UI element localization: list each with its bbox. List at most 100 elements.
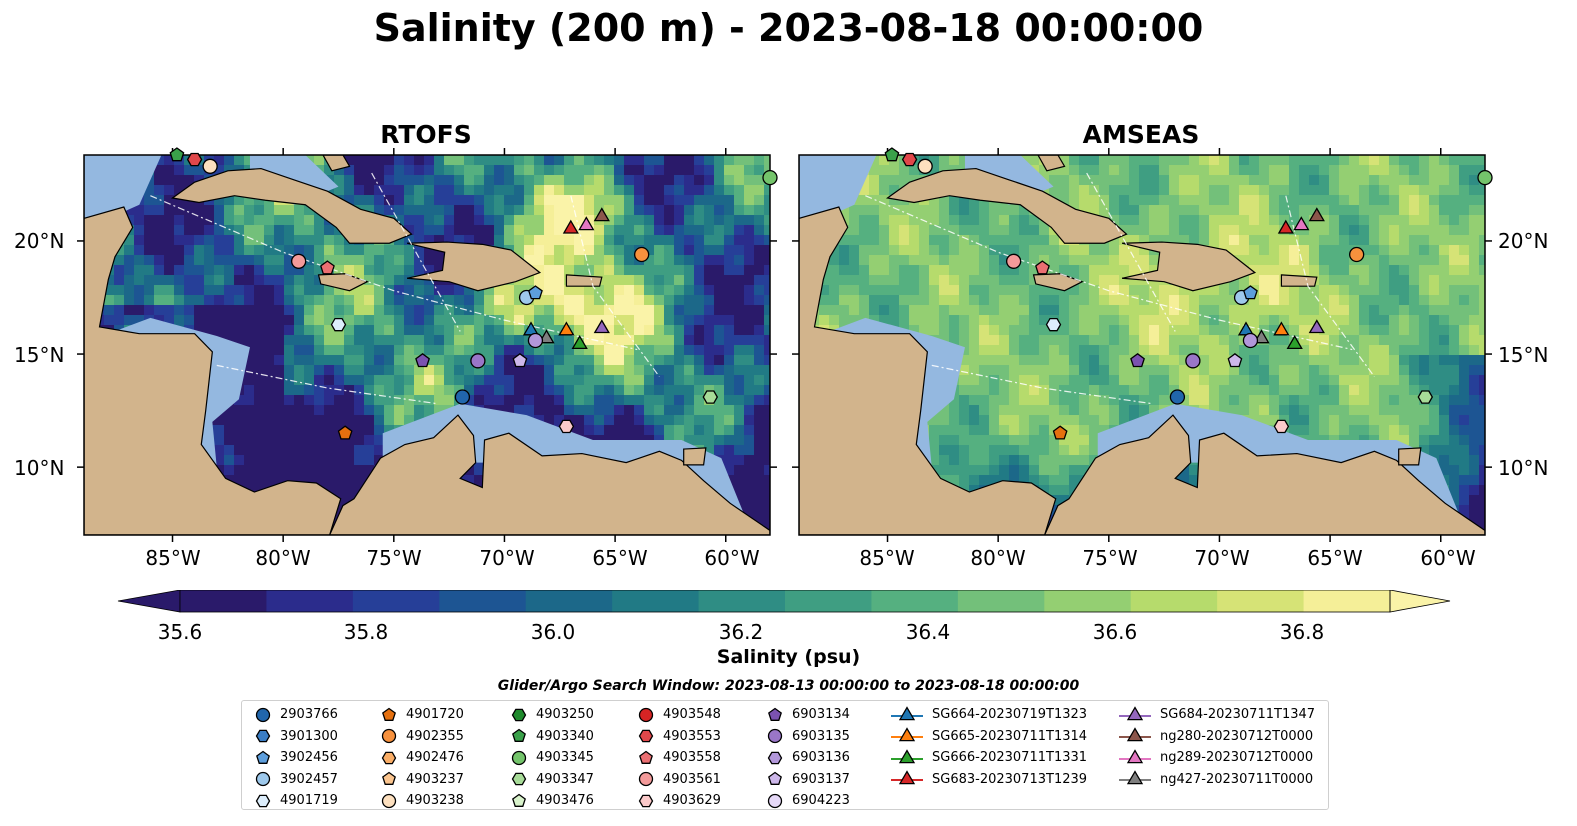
legend-item-4901720: 4901720: [380, 705, 464, 725]
map-panel-rtofs: [77, 147, 778, 542]
obs-marker-2903766-rtofs: [454, 389, 471, 405]
obs-marker-4903347-amseas: [1417, 390, 1434, 404]
legend-marker-icon: [381, 751, 397, 764]
obs-marker-4902355-rtofs: [634, 246, 650, 263]
legend-circle-icon: [638, 771, 654, 787]
legend-marker-icon: [768, 771, 782, 785]
colorbar-segment: [1303, 590, 1391, 612]
legend-marker-icon: [638, 771, 654, 787]
obs-marker-4901719-amseas: [1045, 317, 1062, 332]
colorbar: [117, 590, 1451, 613]
legend-label: 6903134: [792, 707, 850, 722]
colorbar-segment: [1044, 590, 1132, 612]
legend-pentagon-icon: [382, 707, 396, 721]
legend-triangle-icon: [898, 727, 916, 742]
legend-label: 3902457: [280, 771, 338, 787]
legend-pentagon-icon: [256, 750, 270, 764]
obs-marker-SG666-20230711T1331-rtofs: [571, 335, 588, 350]
legend-item-SG684-20230711T1347: SG684-20230711T1347: [1118, 705, 1315, 725]
legend-item-ng427-20230711T0000: ng427-20230711T0000: [1118, 770, 1313, 790]
legend-item-4903548: 4903548: [637, 705, 721, 725]
legend-marker-icon: [638, 794, 654, 807]
legend-marker-icon: [255, 794, 271, 807]
obs-marker-4903340-rtofs: [169, 147, 185, 162]
map-panels: [77, 147, 1493, 542]
lat-label-10n-left: 10°N: [14, 456, 65, 480]
legend-label: 4903340: [536, 728, 594, 744]
legend-item-4903629: 4903629: [637, 791, 721, 811]
legend-marker-icon: [1119, 748, 1151, 763]
legend-item-SG664-20230719T1323: SG664-20230719T1323: [890, 705, 1087, 725]
legend-label: 6903136: [792, 750, 850, 765]
legend-triangle-icon: [1126, 770, 1144, 785]
legend-label: 6904223: [792, 793, 850, 808]
legend-triangle-icon: [1126, 727, 1144, 742]
colorbar-tick-36-0: 36.0: [530, 620, 576, 644]
legend-item-SG666-20230711T1331: SG666-20230711T1331: [890, 748, 1087, 768]
legend-label: 4903548: [663, 707, 721, 722]
obs-marker-4903340-amseas: [884, 147, 900, 162]
legend-marker-icon: [891, 748, 923, 763]
obs-marker-SG684-20230711T1347-rtofs: [593, 319, 610, 334]
legend-label: 3902456: [280, 750, 338, 765]
colorbar-segment: [612, 590, 700, 612]
obs-marker-6903137-amseas: [1227, 352, 1243, 368]
obs-marker-6903135-amseas: [1185, 353, 1201, 369]
obs-marker-4901720-amseas: [1052, 425, 1068, 440]
legend-item-4903558: 4903558: [637, 748, 721, 768]
obs-marker-ng280-20230712T0000-amseas: [1308, 207, 1325, 222]
legend-marker-icon: [767, 793, 783, 808]
colorbar-segment: [352, 590, 440, 612]
legend-item-3902457: 3902457: [254, 770, 338, 790]
legend-item-ng280-20230712T0000: ng280-20230712T0000: [1118, 727, 1313, 747]
legend-pentagon-icon: [512, 793, 526, 807]
lon-label-75w-rtofs: 75°W: [366, 546, 422, 570]
map-panel-amseas: [792, 147, 1493, 542]
obs-marker-4903629-amseas: [1273, 419, 1290, 434]
lon-label-80w-amseas: 80°W: [970, 546, 1026, 570]
colorbar-tick-36-8: 36.8: [1279, 620, 1325, 644]
legend-marker-icon: [768, 707, 782, 721]
colorbar-tick-36-6: 36.6: [1092, 620, 1138, 644]
obs-marker-4903553-rtofs: [186, 152, 203, 167]
legend-marker-icon: [638, 707, 654, 722]
legend-marker-icon: [511, 750, 527, 765]
legend-triangle-icon: [1126, 705, 1144, 720]
lon-label-70w-amseas: 70°W: [1194, 546, 1250, 570]
lat-label-15n-left: 15°N: [14, 343, 65, 367]
lat-label-20n-right: 20°N: [1498, 229, 1549, 253]
legend-marker-icon: [891, 705, 923, 720]
obs-marker-6903136-rtofs: [527, 332, 544, 349]
colorbar-segment: [439, 590, 527, 612]
obs-marker-4903238-amseas: [917, 158, 933, 174]
obs-marker-4901719-rtofs: [330, 317, 347, 332]
obs-marker-ng289-20230712T0000-rtofs: [578, 216, 595, 231]
legend-label: 4901719: [280, 793, 338, 808]
legend-marker-icon: [1119, 705, 1151, 720]
legend-label: 4903561: [663, 771, 721, 787]
legend-label: ng289-20230712T0000: [1160, 750, 1314, 765]
legend-item-SG683-20230713T1239: SG683-20230713T1239: [890, 770, 1087, 790]
legend-title: Glider/Argo Search Window: 2023-08-13 00…: [497, 678, 1080, 694]
lon-label-75w-amseas: 75°W: [1082, 546, 1138, 570]
colorbar-segment: [1130, 590, 1218, 612]
legend-marker-icon: [511, 708, 527, 721]
legend-item-4903553: 4903553: [637, 727, 721, 747]
legend-item-6903136: 6903136: [766, 748, 850, 768]
legend-circle-icon: [511, 750, 527, 765]
lon-label-80w-rtofs: 80°W: [255, 546, 311, 570]
legend-circle-icon: [767, 793, 783, 808]
obs-marker-6903134-rtofs: [415, 352, 430, 368]
panel-title-amseas: AMSEAS: [1082, 120, 1200, 149]
legend-marker-icon: [256, 750, 270, 764]
legend-item-4901719: 4901719: [254, 791, 338, 811]
lon-label-65w-amseas: 65°W: [1307, 546, 1363, 570]
legend-hexagon-icon: [381, 751, 397, 764]
legend-pentagon-icon: [768, 707, 782, 721]
legend-circle-icon: [255, 707, 271, 722]
legend-item-4902476: 4902476: [380, 748, 464, 768]
obs-marker-SG666-20230711T1331-amseas: [1286, 335, 1303, 350]
legend-item-2903766: 2903766: [254, 705, 338, 725]
legend-hexagon-icon: [511, 708, 527, 721]
legend-item-6904223: 6904223: [766, 791, 850, 811]
